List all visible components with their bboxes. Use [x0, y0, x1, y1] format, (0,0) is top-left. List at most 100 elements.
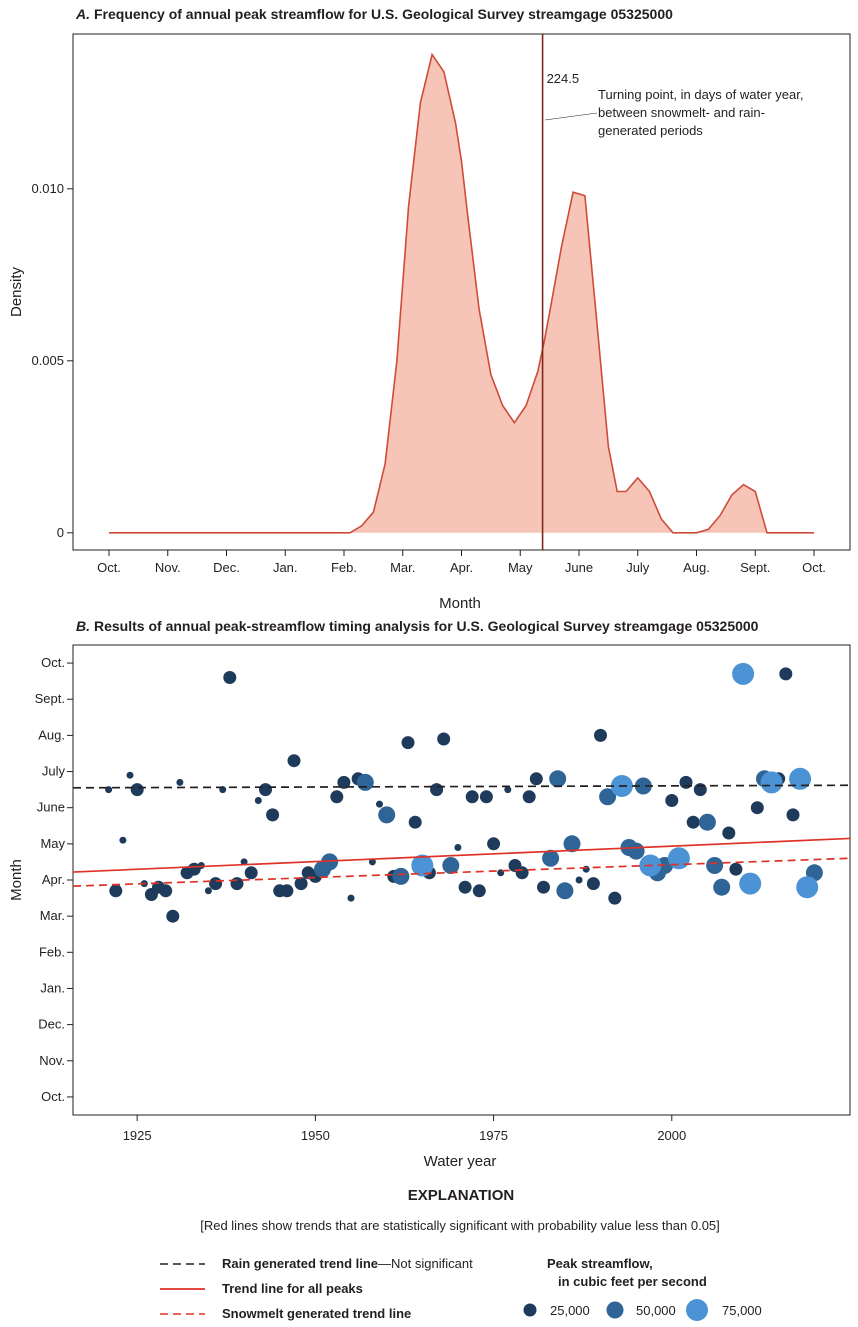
peak-point	[582, 865, 590, 873]
panel-b-x-tick-label: 1950	[301, 1128, 330, 1143]
panel-a-title-text: Frequency of annual peak streamflow for …	[94, 6, 673, 22]
peak-point	[458, 880, 472, 894]
peak-point	[465, 790, 479, 804]
panel-b-y-tick-label: July	[42, 764, 66, 779]
rain-trend-line	[72, 784, 851, 789]
panel-b-y-label: Month	[8, 859, 25, 901]
panel-b-x-axis: 1925 1950 1975 2000	[123, 1115, 686, 1143]
panel-b-y-axis: Oct. Nov. Dec. Jan. Feb. Mar. Apr. May June July A…	[35, 655, 73, 1104]
panel-b-x-label: Water year	[424, 1153, 497, 1170]
peak-point	[504, 786, 512, 794]
panel-b-title: B. Results of annual peak-streamflow timi…	[76, 618, 759, 634]
peak-point	[130, 783, 144, 797]
size-legend-label-medium: 50,000	[636, 1303, 676, 1318]
peak-point	[176, 778, 184, 786]
panel-a-x-tick-label: Dec.	[213, 560, 240, 575]
peak-point	[337, 775, 351, 789]
legend-rain-suffix: —Not significant	[378, 1256, 473, 1271]
peak-points	[105, 662, 823, 923]
annotation-line-1: Turning point, in days of water year,	[598, 87, 803, 102]
peak-point	[686, 815, 700, 829]
size-legend-dot-medium	[606, 1301, 624, 1319]
panel-b-x-tick-label: 1975	[479, 1128, 508, 1143]
peak-point	[442, 857, 460, 874]
peak-point	[608, 891, 622, 905]
peak-point	[321, 853, 339, 871]
panel-a-x-tick-label: Mar.	[390, 560, 415, 575]
panel-b-y-tick-label: Sept.	[35, 691, 65, 706]
panel-b-y-tick-label: Oct.	[41, 655, 65, 670]
peak-point	[411, 854, 434, 877]
peak-point	[679, 775, 693, 789]
panel-a-x-label: Month	[439, 595, 481, 612]
panel-a-x-tick-label: June	[565, 560, 593, 575]
peak-point	[739, 872, 762, 895]
panel-a-x-tick-label: Feb.	[331, 560, 357, 575]
peak-point	[119, 836, 127, 844]
peak-point	[515, 866, 529, 880]
density-area	[109, 54, 814, 533]
panel-b-y-tick-label: Aug.	[38, 727, 65, 742]
peak-point	[487, 837, 501, 851]
peak-point	[126, 771, 134, 779]
panel-b-title-letter: B.	[76, 618, 90, 634]
peak-point	[537, 880, 550, 894]
peak-point	[378, 806, 396, 824]
peak-point	[430, 783, 444, 797]
annotation-line-2: between snowmelt- and rain-	[598, 105, 765, 120]
peak-point	[287, 754, 301, 768]
peak-point	[204, 887, 212, 895]
panel-a-x-tick-label: Sept.	[740, 560, 770, 575]
peak-point	[392, 867, 410, 885]
peak-point	[713, 878, 731, 896]
peak-point	[187, 862, 201, 876]
panel-b-y-tick-label: May	[40, 836, 65, 851]
peak-point	[667, 847, 690, 870]
peak-point	[109, 884, 123, 898]
panel-a-y-tick-label: 0.005	[31, 353, 64, 368]
peak-point	[789, 767, 812, 790]
peak-point	[330, 790, 344, 804]
peak-point	[454, 844, 462, 851]
panel-a-density-chart: A. Frequency of annual peak streamflow fo…	[8, 6, 851, 612]
panel-a-x-tick-label: Jan.	[273, 560, 298, 575]
panel-a-title: A. Frequency of annual peak streamflow fo…	[75, 6, 673, 22]
explanation-legend: EXPLANATION [Red lines show trends that …	[160, 1187, 762, 1321]
peak-point	[706, 857, 724, 874]
size-legend-dot-large	[686, 1299, 708, 1321]
peak-point	[376, 800, 383, 808]
peak-point	[722, 826, 736, 840]
peak-point	[750, 801, 764, 815]
panel-a-x-tick-label: May	[508, 560, 533, 575]
panel-b-x-tick-label: 1925	[123, 1128, 152, 1143]
peak-point	[549, 770, 567, 788]
panel-b-y-tick-label: Mar.	[40, 908, 65, 923]
panel-b-y-tick-label: Dec.	[38, 1017, 65, 1032]
panel-b-title-text: Results of annual peak-streamflow timing…	[94, 618, 759, 634]
panel-b-y-tick-label: Nov.	[39, 1053, 65, 1068]
peak-point	[529, 772, 543, 786]
explanation-heading: EXPLANATION	[408, 1187, 514, 1204]
legend-all-label: Trend line for all peaks	[222, 1281, 363, 1296]
peak-point	[586, 877, 600, 891]
peak-point	[599, 788, 617, 806]
size-legend-title-2: in cubic feet per second	[558, 1274, 707, 1289]
explanation-note: [Red lines show trends that are statisti…	[200, 1218, 720, 1233]
peak-point	[479, 790, 493, 804]
peak-point	[347, 894, 355, 902]
peak-point	[796, 876, 819, 899]
panel-a-title-letter: A.	[75, 6, 90, 22]
all-peaks-trend-line	[72, 837, 851, 873]
panel-b-y-tick-label: June	[37, 800, 65, 815]
panel-a-y-tick-label: 0	[57, 525, 64, 540]
peak-point	[556, 882, 574, 900]
density-curve	[109, 52, 814, 534]
panel-a-x-axis: Oct. Nov. Dec. Jan. Feb. Mar. Apr. May June July A…	[97, 550, 826, 575]
legend-snow-label: Snowmelt generated trend line	[222, 1306, 411, 1321]
peak-point	[356, 773, 374, 791]
peak-point	[575, 876, 583, 884]
peak-point	[786, 808, 800, 822]
peak-point	[634, 777, 652, 795]
panel-a-y-tick-label: 0.010	[31, 181, 64, 196]
